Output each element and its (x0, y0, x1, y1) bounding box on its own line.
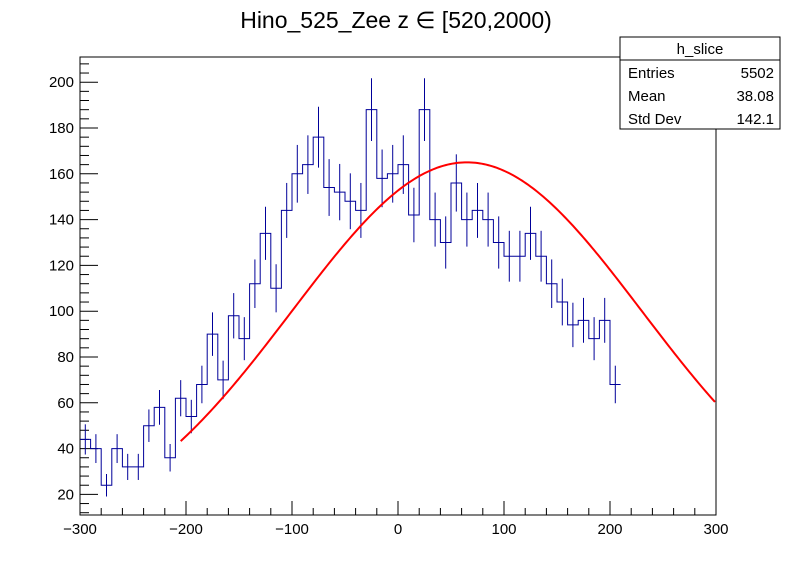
y-tick-label: 180 (49, 120, 74, 137)
y-tick-label: 80 (57, 349, 74, 366)
y-tick-label: 20 (57, 486, 74, 503)
stats-label-stddev: Std Dev (628, 111, 682, 128)
x-tick-label: −300 (63, 521, 97, 538)
y-tick-label: 120 (49, 257, 74, 274)
chart-title: Hino_525_Zee z ∈ [520,2000) (240, 7, 552, 33)
stats-value-stddev: 142.1 (736, 111, 774, 128)
fit-curve (180, 161, 716, 442)
x-axis: −300 −200 −100 0 100 200 300 (63, 501, 729, 538)
stats-label-entries: Entries (628, 65, 675, 82)
stats-value-mean: 38.08 (736, 88, 774, 105)
x-tick-label: 300 (703, 521, 728, 538)
y-tick-label: 140 (49, 212, 74, 229)
stats-box: h_slice Entries 5502 Mean 38.08 Std Dev … (619, 36, 781, 130)
stats-value-entries: 5502 (741, 65, 774, 82)
stats-box-title: h_slice (677, 41, 724, 58)
stats-label-mean: Mean (628, 88, 666, 105)
x-tick-label: −200 (169, 521, 203, 538)
y-axis: 20 40 60 80 100 120 140 160 180 200 (49, 63, 98, 514)
stats-box-frame (619, 36, 781, 130)
y-tick-label: 100 (49, 303, 74, 320)
x-tick-label: 200 (597, 521, 622, 538)
y-tick-label: 40 (57, 441, 74, 458)
y-tick-label: 200 (49, 74, 74, 91)
x-tick-label: 0 (394, 521, 402, 538)
y-tick-label: 160 (49, 166, 74, 183)
x-tick-label: 100 (491, 521, 516, 538)
y-tick-label: 60 (57, 395, 74, 412)
x-tick-label: −100 (275, 521, 309, 538)
